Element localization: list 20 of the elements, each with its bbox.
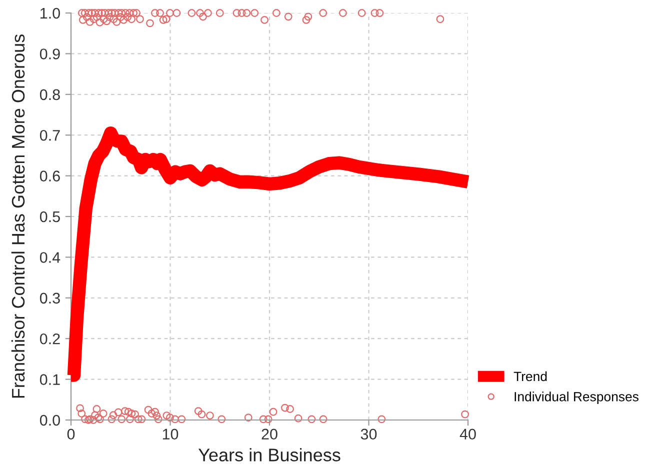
x-axis-title: Years in Business: [198, 448, 340, 462]
x-tick-label: 30: [360, 428, 377, 440]
x-tick-label: 10: [162, 428, 178, 440]
legend-label: Trend: [514, 371, 547, 382]
y-tick-label: 0.5: [40, 211, 60, 222]
y-tick-label: 0.1: [40, 374, 60, 385]
y-tick-label: 0.7: [40, 130, 60, 141]
y-tick-label: 0.4: [40, 252, 60, 263]
legend-label: Individual Responses: [514, 392, 638, 404]
y-tick-label: 0.9: [40, 48, 60, 60]
x-tick-label: 20: [262, 428, 278, 440]
y-tick-label: 1.0: [40, 8, 60, 19]
y-tick-label: 0.6: [40, 170, 60, 182]
x-tick-label: 0: [67, 428, 75, 440]
y-tick-label: 0.8: [40, 89, 60, 100]
y-tick-label: 0.3: [40, 292, 60, 304]
y-axis-title: Franchisor Control Has Gotten More Onerous: [11, 34, 25, 398]
y-tick-label: 0.0: [40, 414, 60, 426]
y-tick-label: 0.2: [40, 333, 60, 344]
x-tick-label: 40: [460, 428, 476, 440]
